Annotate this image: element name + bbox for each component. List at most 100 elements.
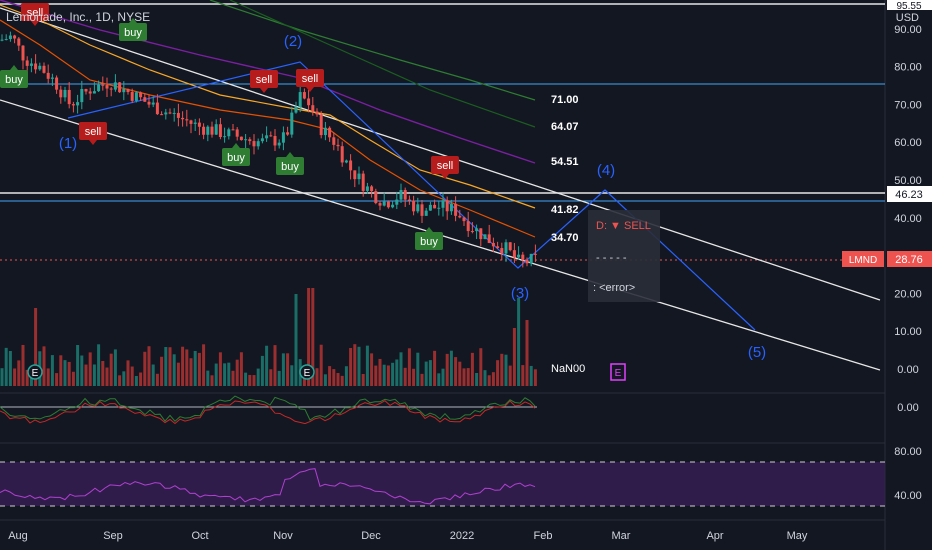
- candle-body: [151, 102, 155, 105]
- volume-bar: [311, 288, 315, 386]
- signal-arrow: [306, 87, 314, 92]
- chart-title: Lemonade, Inc., 1D, NYSE: [6, 10, 150, 24]
- candle-body: [97, 84, 101, 92]
- candle-body: [290, 112, 294, 135]
- chart-background: [0, 0, 885, 550]
- volume-bar: [307, 288, 311, 386]
- candle-body: [525, 259, 529, 264]
- volume-bar: [449, 350, 453, 386]
- volume-bar: [17, 360, 21, 386]
- signal-arrow: [89, 140, 97, 145]
- sell-signal: sell: [296, 69, 324, 92]
- volume-bar: [21, 344, 25, 386]
- volume-bar: [349, 348, 353, 386]
- candle-body: [235, 129, 239, 137]
- volume-bar: [185, 349, 189, 386]
- volume-bar: [470, 352, 474, 386]
- price-tick: 80.00: [894, 62, 922, 74]
- candle-body: [529, 253, 533, 264]
- earnings-box: [610, 363, 626, 381]
- wave-labels: (1) (2) (3) (4) (5): [59, 33, 766, 361]
- candle-body: [130, 92, 134, 101]
- ma-label: 64.07: [551, 121, 579, 133]
- volume-bar: [231, 370, 235, 386]
- candle-body: [441, 200, 445, 208]
- ma-150: [229, 0, 536, 128]
- volume-bar: [487, 375, 491, 386]
- candle-body: [76, 102, 80, 106]
- buy-signal: buy: [415, 227, 443, 250]
- volume-bar: [491, 372, 495, 386]
- volume-bar: [496, 360, 500, 386]
- candle-body: [206, 126, 210, 135]
- candle-body: [412, 200, 416, 212]
- volume-bar: [294, 294, 298, 386]
- volume-bar: [521, 365, 525, 386]
- symbol-badge: [842, 251, 884, 267]
- wave-label: (3): [511, 285, 529, 302]
- sell-signal: sell: [21, 3, 49, 26]
- volume-bar: [0, 368, 4, 386]
- time-tick: Apr: [706, 530, 723, 542]
- candle-body: [63, 89, 67, 98]
- earnings-icon: E: [610, 363, 626, 381]
- ma-label: 54.51: [551, 156, 579, 168]
- time-tick: Nov: [273, 530, 293, 542]
- candle-body: [113, 82, 117, 90]
- volume-bar: [323, 374, 327, 386]
- rsi-tick-80: 80.00: [894, 446, 922, 458]
- candle-body: [126, 88, 130, 93]
- volume-bar: [67, 361, 71, 386]
- volume-bar: [399, 352, 403, 386]
- candle-body: [361, 173, 365, 191]
- time-tick: Sep: [103, 530, 123, 542]
- badge-46-text: 46.23: [895, 189, 923, 201]
- last-price-badge: [887, 251, 932, 267]
- candle-body: [13, 35, 17, 39]
- volume-bar: [210, 375, 214, 386]
- candle-body: [374, 191, 378, 204]
- signal-label: sell: [256, 74, 273, 86]
- volume-bar: [437, 373, 441, 386]
- volume-bar: [4, 347, 8, 386]
- candle-body: [147, 101, 151, 105]
- candle-body: [122, 88, 126, 93]
- time-tick: Mar: [612, 530, 631, 542]
- signal-box: [415, 232, 443, 250]
- candle-body: [307, 98, 311, 106]
- candle-body: [475, 228, 479, 232]
- candle-body: [252, 141, 256, 147]
- price-tick: 50.00: [894, 175, 922, 187]
- candle-body: [155, 102, 159, 115]
- candle-body: [281, 132, 285, 143]
- time-tick: May: [787, 530, 808, 542]
- candle-body: [0, 39, 4, 41]
- info-signal: D: ▼ SELL: [596, 220, 651, 232]
- candle-body: [4, 39, 8, 41]
- ma-label: 34.70: [551, 232, 579, 244]
- volume-bar: [454, 357, 458, 386]
- signal-arrow: [260, 88, 268, 93]
- volume-bar: [281, 353, 285, 386]
- volume-bar: [202, 344, 206, 386]
- info-box-bg: [588, 210, 660, 302]
- signal-label: sell: [302, 73, 319, 85]
- volume-bar: [290, 365, 294, 386]
- candle-body: [298, 92, 302, 108]
- volume-bar: [416, 352, 420, 386]
- signal-arrow: [31, 21, 39, 26]
- volume-bar: [391, 362, 395, 386]
- buy-signal: buy: [276, 152, 304, 175]
- volume-bar: [105, 367, 109, 386]
- signal-box: [296, 69, 324, 87]
- candle-body: [454, 203, 458, 216]
- volume-bar: [500, 353, 504, 386]
- ma-labels: 71.00 64.07 54.51 41.82 34.70: [551, 94, 579, 244]
- volume-bar: [88, 352, 92, 386]
- candle-body: [269, 135, 273, 137]
- candle-body: [168, 112, 172, 114]
- earnings-letter: E: [615, 368, 622, 379]
- volume-bar: [533, 369, 537, 386]
- signal-label: buy: [227, 152, 245, 164]
